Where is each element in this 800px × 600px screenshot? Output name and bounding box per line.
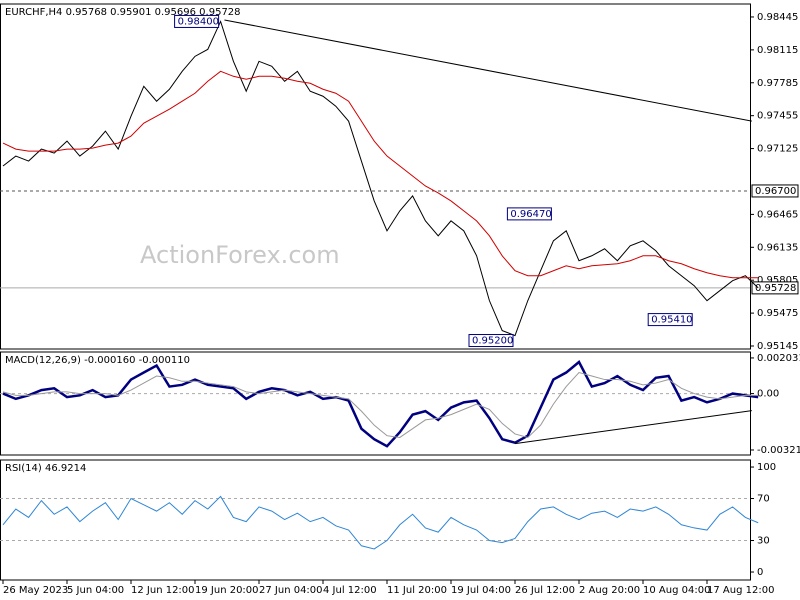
y-tick-label: 0.97125 [757, 144, 798, 155]
series-line [2, 371, 759, 439]
watermark: ActionForex.com [140, 241, 340, 269]
annotation: 0.95410 [651, 315, 692, 326]
annotation-box [647, 313, 693, 327]
x-tick-label: 11 Jul 20:00 [387, 585, 447, 596]
panel-title: EURCHF,H4 0.95768 0.95901 0.95696 0.9572… [5, 7, 241, 18]
panel-title: MACD(12,26,9) -0.000160 -0.000110 [5, 355, 190, 366]
y-tick-label: 0.95145 [757, 341, 798, 352]
x-tick-label: 19 Jul 04:00 [451, 585, 511, 596]
annotation: 0.98400 [178, 16, 219, 27]
y-tick-label: 0.002031 [757, 353, 800, 364]
annotation-box [468, 334, 514, 348]
y-tick-label: 0.96465 [757, 209, 798, 220]
x-tick-label: 17 Aug 12:00 [707, 585, 774, 596]
x-tick-label: 26 Jul 12:00 [515, 585, 575, 596]
y-tick-label: 0 [757, 567, 763, 578]
level-label-box [751, 184, 799, 198]
y-tick-label: 0.97785 [757, 78, 798, 89]
level-label: 0.95728 [755, 283, 796, 294]
x-tick-label: 12 Jun 12:00 [131, 585, 195, 596]
x-tick-label: 26 May 2023 [3, 585, 68, 596]
y-tick-label: 0.98115 [757, 45, 798, 56]
x-tick-label: 2 Aug 20:00 [579, 585, 640, 596]
annotation: 0.96470 [510, 209, 551, 220]
y-tick-label: 70 [757, 494, 770, 505]
trendline [224, 19, 752, 122]
annotation-box [506, 207, 552, 221]
series-line [2, 495, 759, 550]
y-tick-label: 100 [757, 462, 776, 473]
y-tick-label: 0.98445 [757, 12, 798, 23]
y-tick-label: 0.00 [757, 389, 779, 400]
annotation-box [174, 14, 220, 28]
y-tick-label: 0.95805 [757, 275, 798, 286]
level-label: 0.96700 [755, 186, 796, 197]
panel-frame [0, 351, 751, 456]
y-tick-label: 0.97455 [757, 111, 798, 122]
x-tick-label: 5 Jun 04:00 [67, 585, 124, 596]
x-tick-label: 27 Jun 04:00 [259, 585, 323, 596]
y-tick-label: 0.95475 [757, 308, 798, 319]
x-tick-label: 19 Jun 20:00 [195, 585, 259, 596]
y-tick-label: 30 [757, 536, 770, 547]
trendline [514, 410, 752, 445]
panel-frame [0, 459, 751, 581]
annotation: 0.95200 [472, 336, 513, 347]
x-tick-label: 10 Aug 04:00 [643, 585, 710, 596]
series-line [2, 70, 759, 279]
level-label-box [751, 281, 799, 295]
panel-frame [0, 3, 751, 350]
y-tick-label: -0.003214 [757, 445, 800, 456]
x-tick-label: 4 Jul 12:00 [323, 585, 377, 596]
panel-title: RSI(14) 46.9214 [5, 463, 86, 474]
series-line [2, 360, 759, 448]
y-tick-label: 0.96135 [757, 242, 798, 253]
series-line [2, 20, 759, 337]
